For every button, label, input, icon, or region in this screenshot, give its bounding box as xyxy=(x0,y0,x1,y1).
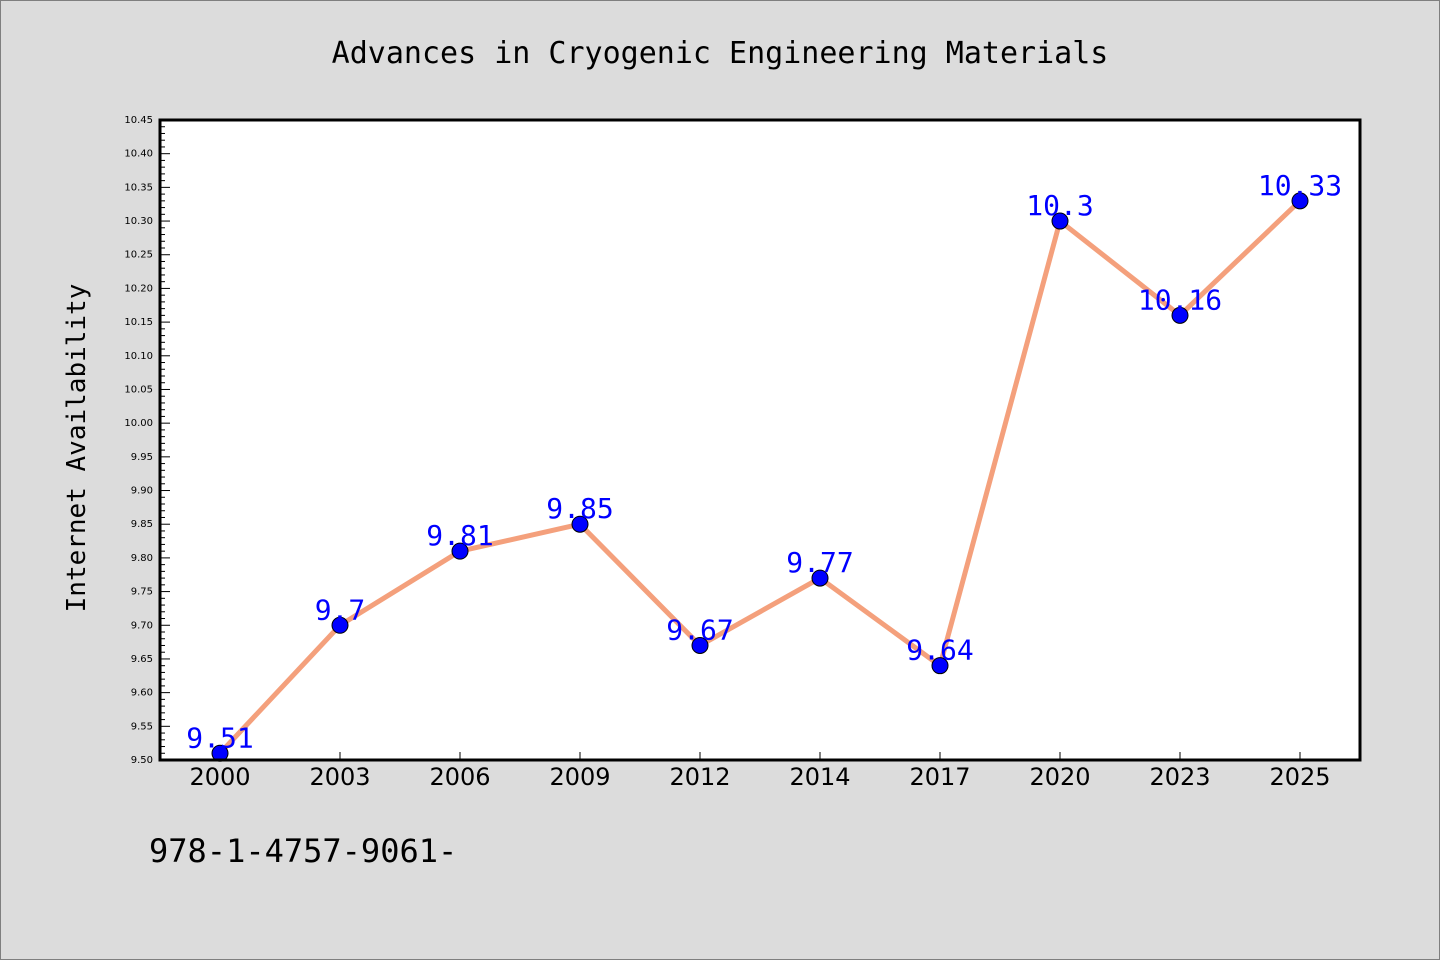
chart-title: Advances in Cryogenic Engineering Materi… xyxy=(332,36,1109,71)
y-tick-label: 10.15 xyxy=(124,317,153,328)
y-tick-label: 10.40 xyxy=(124,149,153,160)
x-tick-label: 2000 xyxy=(189,763,250,791)
series-line xyxy=(218,199,1302,755)
data-label: 9.77 xyxy=(786,546,853,579)
data-label: 9.7 xyxy=(315,593,366,626)
data-point xyxy=(1291,192,1309,210)
y-tick-label: 9.75 xyxy=(131,587,153,598)
data-point xyxy=(691,636,709,654)
y-tick-label: 10.35 xyxy=(124,182,153,193)
x-axis-ticks: 2000 2003 2006 2009 2012 2014 2017 2020 2023 2025 xyxy=(189,752,1331,791)
y-tick-label: 10.00 xyxy=(124,418,153,429)
y-tick-label: 9.90 xyxy=(131,486,153,497)
data-point xyxy=(931,657,949,675)
y-tick-label: 9.50 xyxy=(131,755,153,766)
x-tick-label: 2017 xyxy=(909,763,970,791)
data-label: 9.85 xyxy=(546,492,613,525)
data-label: 9.64 xyxy=(906,634,973,667)
data-point xyxy=(811,569,829,587)
y-tick-label: 9.95 xyxy=(131,452,153,463)
data-point xyxy=(451,542,469,560)
y-tick-label: 10.30 xyxy=(124,216,153,227)
y-tick-label: 10.45 xyxy=(124,115,153,126)
data-point xyxy=(331,616,349,634)
x-tick-label: 2014 xyxy=(789,763,850,791)
data-label: 9.67 xyxy=(666,613,733,646)
data-point xyxy=(1171,306,1189,324)
x-tick-label: 2020 xyxy=(1029,763,1090,791)
series-group: 9.51 9.7 9.81 9.85 9.67 9.77 9.64 10.3 10.16 10.3… xyxy=(186,169,1342,762)
data-label: 10.16 xyxy=(1138,283,1222,316)
data-label: 10.33 xyxy=(1258,169,1342,202)
y-tick-label: 9.80 xyxy=(131,553,153,564)
plot-area xyxy=(160,120,1360,760)
plot-border xyxy=(158,118,1362,762)
y-axis-label: Internet Availability xyxy=(62,284,92,613)
data-point xyxy=(1051,212,1069,230)
x-tick-label: 2003 xyxy=(309,763,370,791)
x-tick-label: 2009 xyxy=(549,763,610,791)
y-tick-label: 9.65 xyxy=(131,654,153,665)
y-tick-label: 9.55 xyxy=(131,721,153,732)
y-tick-label: 10.20 xyxy=(124,283,153,294)
y-tick-label: 9.85 xyxy=(131,519,153,530)
y-tick-label: 10.05 xyxy=(124,384,153,395)
x-tick-label: 2025 xyxy=(1269,763,1330,791)
y-tick-label: 10.25 xyxy=(124,250,153,261)
data-label: 9.51 xyxy=(186,721,253,754)
x-tick-label: 2023 xyxy=(1149,763,1210,791)
y-tick-label: 10.10 xyxy=(124,351,153,362)
data-point xyxy=(571,515,589,533)
data-label: 9.81 xyxy=(426,519,493,552)
data-label: 10.3 xyxy=(1026,189,1093,222)
x-tick-label: 2006 xyxy=(429,763,490,791)
x-tick-label: 2012 xyxy=(669,763,730,791)
y-tick-label: 9.60 xyxy=(131,688,153,699)
y-tick-label: 9.70 xyxy=(131,620,153,631)
isbn-text: 978-1-4757-9061- xyxy=(149,832,458,870)
